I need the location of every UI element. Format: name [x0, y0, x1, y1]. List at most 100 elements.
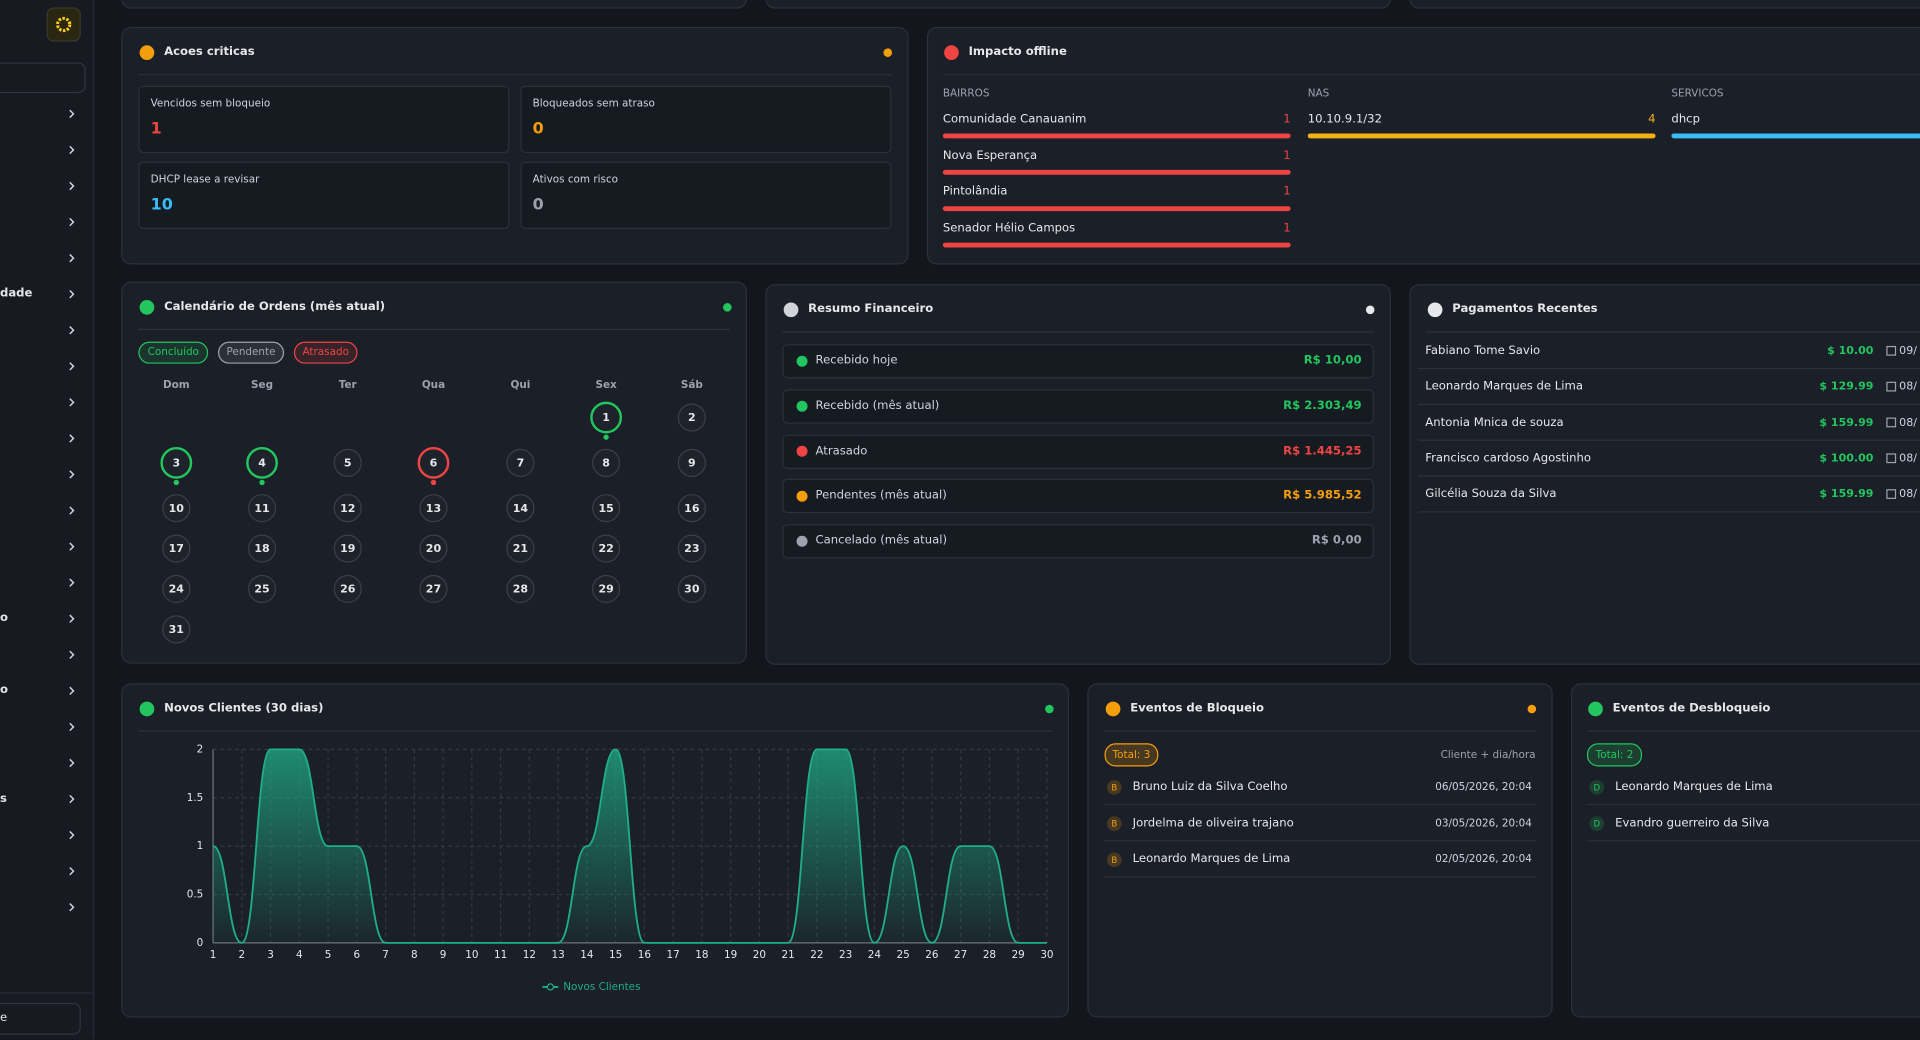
impact-bar [1307, 133, 1656, 139]
x-tick-label: 21 [782, 949, 795, 961]
card-icon [944, 45, 959, 61]
line [212, 748, 1047, 944]
day-number: 28 [513, 583, 528, 596]
x-tick-label: 5 [325, 949, 332, 961]
column-header: SERVICOS [1671, 88, 1724, 101]
initial: D [1593, 783, 1600, 793]
sidebar-item: dade [0, 286, 33, 301]
y-tick-label: 0 [197, 937, 204, 949]
status-badge [138, 341, 209, 364]
sidebar-item: o [0, 683, 8, 697]
finance-label: Recebido (mês atual) [815, 398, 940, 413]
x-tick-label: 14 [580, 949, 594, 961]
day-number: 1 [602, 411, 610, 424]
day-circle [677, 574, 706, 604]
chevron [69, 722, 75, 732]
x-tick-label: 28 [983, 949, 996, 961]
item-value: 1 [1283, 149, 1291, 163]
card [1571, 683, 1920, 1018]
tile-label: Ativos com risco [532, 173, 619, 187]
event-date: 06/05/2026, 20:04 [1435, 781, 1532, 794]
day-circle [677, 494, 706, 523]
x-tick-label: 12 [523, 949, 536, 961]
day-number: 22 [598, 542, 613, 555]
chevron [69, 650, 75, 659]
card-title: Resumo Financeiro [808, 302, 934, 316]
finance-row [782, 434, 1374, 469]
day-circle [590, 401, 623, 434]
status-badge [293, 341, 358, 364]
finance-label: Recebido hoje [815, 353, 898, 368]
card-title: Eventos de Desbloqueio [1612, 701, 1771, 716]
item-value: 1 [1283, 185, 1291, 199]
tile [520, 161, 892, 229]
sidebar-item: o [0, 611, 8, 625]
finance-value: R$ 2.303,49 [1283, 398, 1362, 413]
initial-badge [1589, 816, 1605, 831]
x-tick-label: 10 [465, 949, 478, 961]
day-marker [173, 479, 180, 486]
event-client: Jordelma de oliveira trajano [1132, 816, 1294, 830]
x-tick-label: 2 [239, 949, 246, 961]
tile [520, 85, 892, 154]
finance-row [782, 344, 1374, 379]
payment-date: 08/ [1899, 452, 1917, 466]
day-number: 5 [344, 456, 352, 469]
impact-bar [942, 133, 1291, 139]
chevron [69, 686, 75, 696]
column-label: Cliente + dia/hora [1440, 749, 1536, 762]
total-badge-label: Total: 2 [1595, 749, 1634, 762]
day-circle [592, 534, 621, 563]
chevron [69, 289, 75, 299]
x-tick-label: 26 [925, 949, 938, 961]
day-circle [419, 494, 448, 523]
x-tick-label: 11 [494, 949, 507, 961]
event-client: Bruno Luiz da Silva Coelho [1132, 780, 1288, 794]
chevron [69, 434, 75, 443]
payment-amount: $ 100.00 [1819, 452, 1874, 466]
sidebar-item: s [0, 791, 7, 806]
day-marker [430, 479, 437, 486]
finance-icon [796, 445, 808, 457]
day-number: 19 [340, 542, 355, 555]
chevron [69, 181, 75, 191]
day-circle [333, 574, 362, 604]
finance-value: R$ 0,00 [1311, 533, 1362, 548]
day-number: 21 [513, 542, 528, 555]
card-title: Novos Clientes (30 dias) [164, 701, 324, 716]
day-circle [506, 574, 535, 604]
legend-label: Novos Clientes [563, 981, 640, 993]
y-tick-label: 1.5 [187, 792, 204, 804]
event-client: Leonardo Marques de Lima [1132, 852, 1291, 866]
card-title: Acoes criticas [164, 45, 255, 59]
chevron [69, 145, 75, 155]
item-name: Senador Hélio Campos [942, 221, 1076, 236]
chevron [69, 109, 75, 119]
status-dot [883, 48, 893, 57]
tile-label: DHCP lease a revisar [150, 173, 260, 187]
tile [138, 161, 510, 229]
weekday: Seg [251, 379, 274, 392]
x-tick-label: 24 [868, 949, 882, 961]
day-circle [419, 534, 448, 563]
day-circle [246, 446, 278, 479]
weekday: Qua [421, 379, 446, 392]
status-badge [217, 341, 285, 364]
finance-icon [796, 490, 808, 502]
x-tick-label: 18 [695, 949, 708, 961]
day-circle [162, 574, 191, 604]
calendar-icon [1886, 489, 1897, 499]
initial-badge [1589, 780, 1605, 795]
day-number: 14 [513, 502, 529, 515]
x-tick-label: 17 [667, 949, 680, 961]
card-icon [1105, 701, 1121, 717]
gear-icon [56, 16, 72, 33]
x-tick-label: 7 [382, 949, 389, 961]
card-icon [139, 300, 155, 315]
initial-badge [1106, 780, 1122, 795]
day-number: 16 [684, 502, 700, 515]
y-tick-label: 1 [197, 840, 204, 852]
impact-bar [942, 242, 1291, 248]
weekday: Sáb [680, 379, 703, 392]
tile [138, 85, 510, 154]
